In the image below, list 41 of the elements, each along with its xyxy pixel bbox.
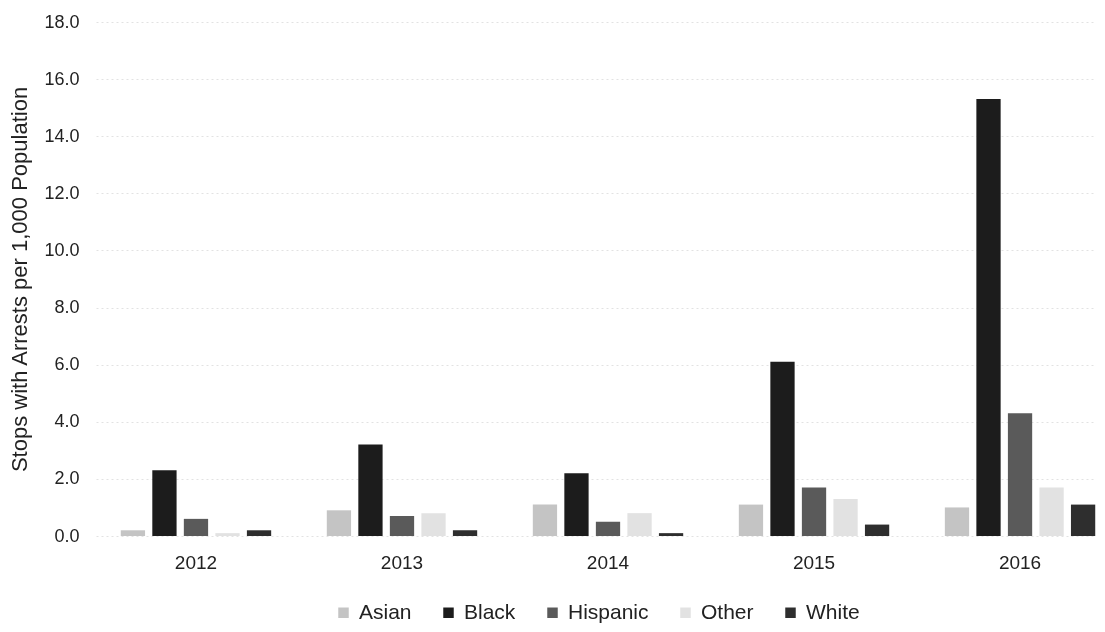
bar [658,533,684,536]
bar [532,504,558,536]
x-tick-label: 2015 [792,551,836,573]
bar [120,530,146,536]
bar [864,524,890,536]
bar [183,518,209,536]
bar [944,507,970,536]
y-tick-label: 8.0 [54,297,80,318]
y-tick-label: 12.0 [44,182,80,203]
bar [1007,413,1033,536]
bar [564,473,589,536]
x-tick-label: 2013 [380,551,424,573]
bar [152,470,177,536]
bar [738,504,764,536]
y-tick-label: 16.0 [44,68,80,89]
legend-label: Asian [359,599,412,623]
y-tick-label: 6.0 [54,354,80,375]
y-tick-label: 4.0 [54,411,80,432]
bar [976,99,1001,536]
bar [326,510,352,536]
x-tick-label: 2016 [998,551,1042,573]
bar [1070,504,1096,536]
legend-label: Other [701,599,754,623]
y-tick-label: 18.0 [44,11,80,32]
y-tick-label: 10.0 [44,239,80,260]
y-tick-label: 14.0 [44,125,80,146]
bar [801,487,827,536]
bar [452,530,478,536]
bar [770,361,795,536]
x-tick-label: 2012 [174,551,218,573]
bar [246,530,272,536]
bar [595,521,621,536]
legend-label: Black [464,599,516,623]
y-tick-label: 2.0 [54,468,80,489]
legend-label: White [806,599,860,623]
y-axis-title: Stops with Arrests per 1,000 Population [7,86,33,473]
legend-label: Hispanic [568,599,649,623]
bar [389,516,415,536]
x-tick-label: 2014 [586,551,630,573]
bar [358,444,383,536]
y-tick-label: 0.0 [54,525,80,546]
